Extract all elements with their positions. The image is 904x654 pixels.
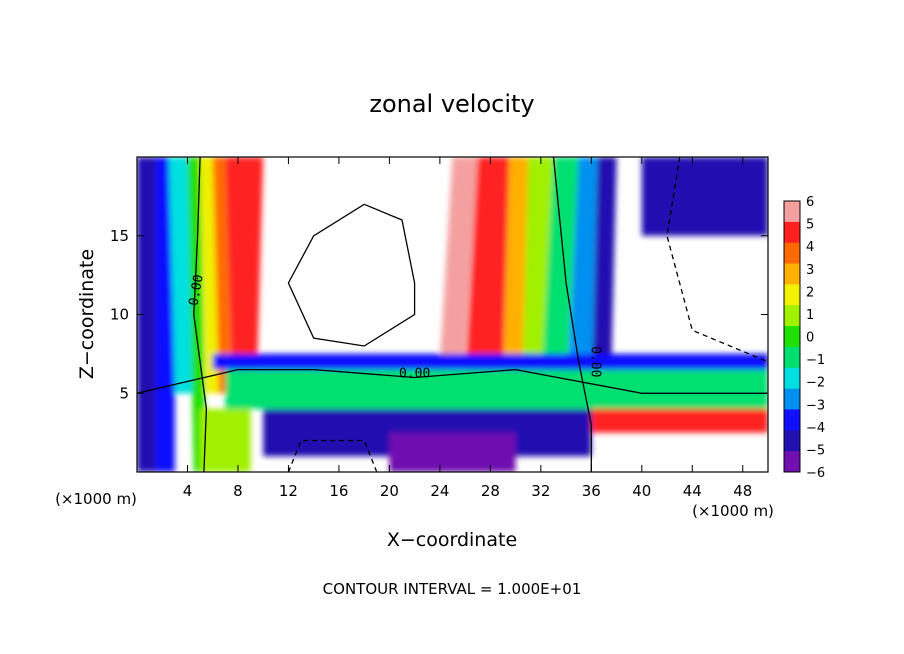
x-tick-label: 4: [183, 482, 193, 500]
colorbar-swatch: [784, 451, 800, 473]
field-region: [591, 157, 617, 409]
y-tick-label: 10: [110, 306, 129, 324]
field-region: [155, 157, 175, 472]
field-region: [200, 157, 219, 394]
field-region: [503, 157, 529, 394]
colorbar-swatch: [784, 263, 800, 285]
field-region: [465, 157, 510, 378]
y-tick-label: 5: [119, 384, 129, 402]
y-tick-label: 15: [110, 227, 129, 245]
field-region: [187, 157, 207, 472]
colorbar-tick-label: −2: [806, 376, 825, 391]
field-region: [212, 157, 232, 394]
x-tick-label: 24: [430, 482, 449, 500]
colorbar-tick-label: 2: [806, 285, 814, 300]
field-region: [591, 409, 768, 433]
contour-label: 0.00: [187, 274, 207, 307]
field-region: [212, 353, 768, 370]
chart-title: zonal velocity: [369, 90, 534, 118]
contour-line: [193, 157, 208, 472]
x-tick-label: 32: [531, 482, 550, 500]
colorbar-tick-label: −4: [806, 421, 825, 436]
x-tick-label: 40: [632, 482, 651, 500]
x-tick-label: 12: [279, 482, 298, 500]
colorbar-tick-label: 6: [806, 195, 814, 210]
field-region: [225, 157, 264, 378]
colorbar-tick-label: −5: [806, 443, 825, 458]
colorbar-swatch: [784, 242, 800, 265]
colorbar-tick-label: 0: [806, 331, 814, 346]
field-region: [389, 432, 516, 472]
colorbar-tick-label: 1: [806, 308, 814, 323]
contour-line: [137, 368, 768, 394]
field-region: [641, 157, 768, 236]
field-region: [168, 157, 194, 394]
colorbar-tick-label: 3: [806, 263, 814, 278]
velocity-field: [137, 157, 768, 472]
colorbar-swatch: [784, 221, 800, 244]
contour-label: 0.00: [399, 367, 430, 382]
contour-line-dashed: [287, 439, 378, 472]
field-region: [439, 157, 478, 362]
colorbar-swatch: [784, 305, 800, 327]
colorbar-tick-label: −6: [806, 466, 825, 481]
contour-line: [552, 157, 592, 472]
x-tick-label: 44: [683, 482, 702, 500]
colorbar-swatch: [784, 430, 800, 452]
colorbar-swatch: [784, 326, 800, 348]
x-tick-label: 16: [329, 482, 348, 500]
x-axis-label: X−coordinate: [387, 529, 517, 551]
colorbar-swatch: [784, 409, 800, 431]
colorbar-frame: [783, 200, 801, 473]
colorbar-tick-label: −1: [806, 353, 825, 368]
x-tick-label: 48: [733, 482, 752, 500]
contour-line: [287, 203, 416, 347]
x-tick-label: 8: [233, 482, 243, 500]
y-axis-label: Z−coordinate: [76, 249, 98, 379]
contour-line-dashed: [666, 157, 768, 363]
colorbar-swatch: [784, 201, 800, 223]
x-tick-label: 20: [380, 482, 399, 500]
colorbar: 6 5 4 3 2 1 0 −1 −2 −3 −4 −5 −6: [783, 195, 825, 481]
field-region: [521, 157, 554, 394]
colorbar-tick-label: 5: [806, 218, 814, 233]
contour-label: 0.00: [587, 346, 602, 377]
colorbar-swatch: [784, 367, 800, 390]
colorbar-swatch: [784, 284, 800, 306]
x-unit-left: (×1000 m): [55, 490, 137, 508]
field-region: [540, 157, 579, 394]
colorbar-tick-label: −3: [806, 398, 825, 413]
field-region: [225, 369, 768, 409]
x-tick-label: 28: [481, 482, 500, 500]
field-region: [200, 409, 251, 472]
colorbar-tick-label: 4: [806, 240, 814, 255]
colorbar-swatch: [784, 388, 800, 410]
x-tick-label: 36: [582, 482, 601, 500]
field-region: [566, 157, 598, 409]
contour-interval-note: CONTOUR INTERVAL = 1.000E+01: [323, 580, 582, 598]
colorbar-swatch: [784, 346, 800, 369]
x-unit-right: (×1000 m): [692, 502, 774, 520]
